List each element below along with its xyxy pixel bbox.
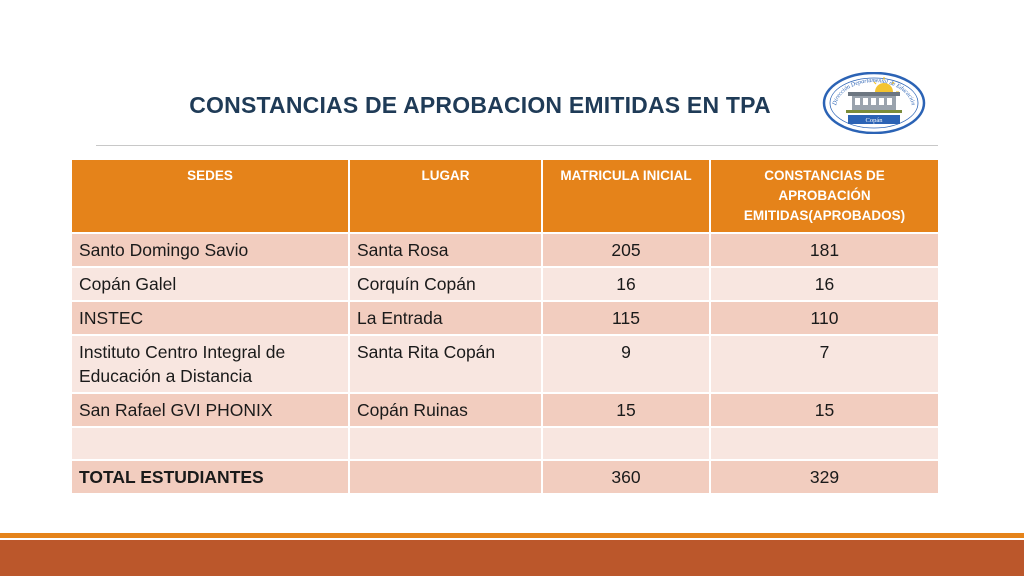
table-row: INSTEC La Entrada 115 110	[70, 300, 940, 336]
education-seal-logo: Dirección Departamental de Educación Cop…	[822, 72, 926, 134]
header-sedes: SEDES	[70, 158, 350, 234]
cell-lugar: Copán Ruinas	[348, 392, 543, 428]
footer-bar	[0, 540, 1024, 576]
cell-constancias: 7	[709, 334, 940, 394]
cell-lugar	[348, 426, 543, 461]
footer-accent-line	[0, 533, 1024, 538]
cell-constancias	[709, 426, 940, 461]
table-header-row: SEDES LUGAR MATRICULA INICIAL CONSTANCIA…	[70, 158, 940, 234]
table-row-empty	[70, 426, 940, 461]
cell-total-matricula: 360	[541, 459, 711, 495]
cell-sede: Santo Domingo Savio	[70, 232, 350, 268]
cell-matricula: 16	[541, 266, 711, 302]
title-divider	[96, 145, 938, 146]
header-lugar: LUGAR	[348, 158, 543, 234]
cell-constancias: 110	[709, 300, 940, 336]
cell-total-label: TOTAL ESTUDIANTES	[70, 459, 350, 495]
cell-constancias: 15	[709, 392, 940, 428]
logo-ribbon-text: Copán	[866, 117, 884, 124]
table-row: Santo Domingo Savio Santa Rosa 205 181	[70, 232, 940, 268]
cell-lugar: Santa Rosa	[348, 232, 543, 268]
header-constancias-aprobacion: CONSTANCIAS DE APROBACIÓN EMITIDAS(APROB…	[709, 158, 940, 234]
cell-lugar: Santa Rita Copán	[348, 334, 543, 394]
cell-sede: Instituto Centro Integral de Educación a…	[70, 334, 350, 394]
cell-lugar: La Entrada	[348, 300, 543, 336]
page-title: CONSTANCIAS DE APROBACION EMITIDAS EN TP…	[189, 92, 771, 118]
cell-matricula: 205	[541, 232, 711, 268]
cell-sede: INSTEC	[70, 300, 350, 336]
cell-matricula: 15	[541, 392, 711, 428]
cell-total-constancias: 329	[709, 459, 940, 495]
cell-sede	[70, 426, 350, 461]
cell-sede: San Rafael GVI PHONIX	[70, 392, 350, 428]
cell-lugar	[348, 459, 543, 495]
header-matricula-inicial: MATRICULA INICIAL	[541, 158, 711, 234]
cell-matricula	[541, 426, 711, 461]
cell-lugar: Corquín Copán	[348, 266, 543, 302]
cell-sede: Copán Galel	[70, 266, 350, 302]
table-row: Copán Galel Corquín Copán 16 16	[70, 266, 940, 302]
constancias-table: SEDES LUGAR MATRICULA INICIAL CONSTANCIA…	[70, 158, 940, 495]
cell-constancias: 181	[709, 232, 940, 268]
cell-matricula: 9	[541, 334, 711, 394]
table-row-total: TOTAL ESTUDIANTES 360 329	[70, 459, 940, 495]
table-row: San Rafael GVI PHONIX Copán Ruinas 15 15	[70, 392, 940, 428]
cell-matricula: 115	[541, 300, 711, 336]
cell-constancias: 16	[709, 266, 940, 302]
table-row: Instituto Centro Integral de Educación a…	[70, 334, 940, 394]
